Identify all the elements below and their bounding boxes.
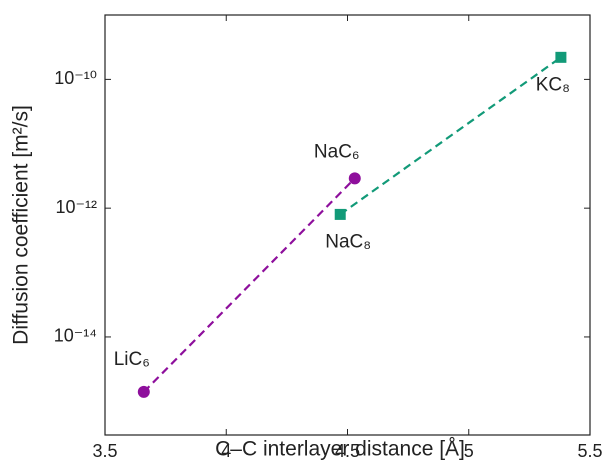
x-tick-label: 5.5 <box>577 441 602 461</box>
y-tick-label: 10⁻¹² <box>55 197 97 217</box>
x-tick-label: 4 <box>221 441 231 461</box>
point-label: NaC₆ <box>314 141 360 162</box>
y-axis-label: Diffusion coefficient [m²/s] <box>10 105 33 345</box>
data-point <box>348 172 361 185</box>
x-tick-label: 5 <box>464 441 474 461</box>
data-point <box>334 208 346 220</box>
y-tick-label: 10⁻¹⁴ <box>54 326 97 346</box>
point-label: LiC₆ <box>114 349 150 370</box>
point-label: NaC₈ <box>325 231 371 252</box>
series-line <box>339 56 562 216</box>
y-tick-label: 10⁻¹⁰ <box>54 68 97 88</box>
x-tick-label: 3.5 <box>92 441 117 461</box>
series-line <box>143 177 356 393</box>
x-tick-label: 4.5 <box>335 441 360 461</box>
x-axis-label: C–C interlayer distance [Å] <box>215 438 465 461</box>
data-point <box>555 51 567 63</box>
data-point <box>137 385 150 398</box>
plot-frame <box>104 14 591 436</box>
point-label: KC₈ <box>536 74 570 95</box>
